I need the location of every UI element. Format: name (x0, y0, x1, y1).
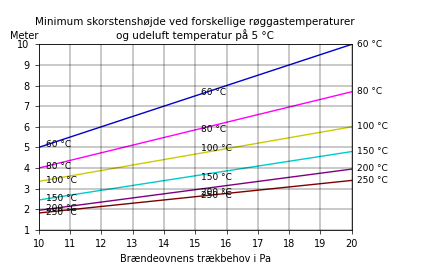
Text: 150 °C: 150 °C (357, 147, 388, 156)
Text: 150 °C: 150 °C (46, 194, 77, 203)
Text: 200 °C: 200 °C (46, 204, 77, 213)
Text: 200 °C: 200 °C (202, 188, 232, 197)
Title: Minimum skorstenshøjde ved forskellige røggastemperaturer
og udeluft temperatur : Minimum skorstenshøjde ved forskellige r… (35, 17, 355, 41)
Text: 60 °C: 60 °C (202, 88, 227, 97)
Text: 250 °C: 250 °C (46, 208, 77, 217)
Text: 200 °C: 200 °C (357, 164, 388, 173)
Text: 250 °C: 250 °C (357, 176, 388, 184)
Text: 60 °C: 60 °C (357, 40, 383, 49)
Text: 100 °C: 100 °C (202, 144, 233, 153)
X-axis label: Brændeovnens trækbehov i Pa: Brændeovnens trækbehov i Pa (120, 255, 271, 265)
Text: Meter: Meter (10, 30, 39, 41)
Text: 100 °C: 100 °C (46, 176, 77, 184)
Text: 80 °C: 80 °C (46, 162, 72, 171)
Text: 100 °C: 100 °C (357, 122, 388, 131)
Text: 80 °C: 80 °C (357, 87, 383, 96)
Text: 150 °C: 150 °C (202, 173, 233, 182)
Text: 250 °C: 250 °C (202, 191, 232, 200)
Text: 60 °C: 60 °C (46, 140, 72, 150)
Text: 80 °C: 80 °C (202, 125, 227, 134)
